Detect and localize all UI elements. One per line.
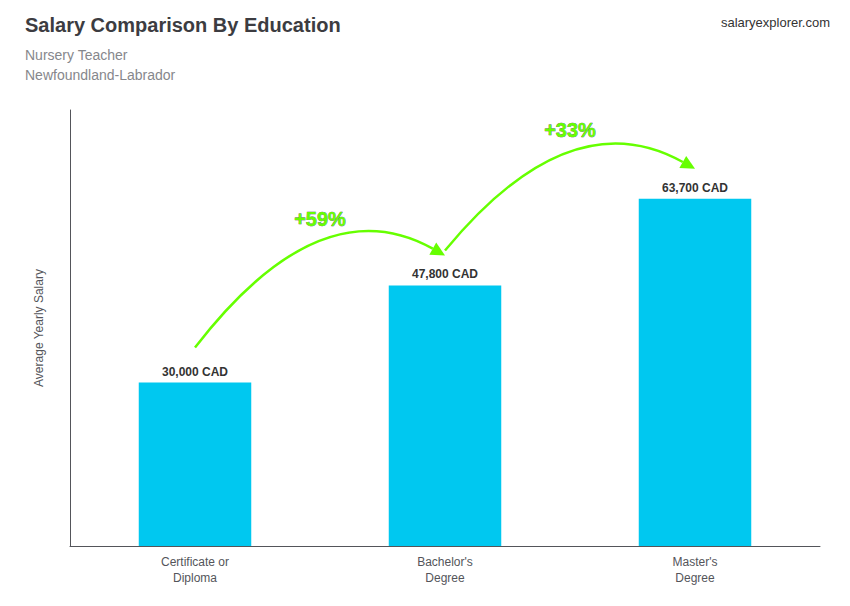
svg-text:Average Yearly Salary: Average Yearly Salary <box>32 269 46 387</box>
svg-text:Master's: Master's <box>673 555 718 569</box>
svg-text:Salary Comparison By Education: Salary Comparison By Education <box>25 14 341 36</box>
svg-text:+59%: +59% <box>294 208 346 230</box>
svg-text:Diploma: Diploma <box>173 571 217 585</box>
svg-text:63,700 CAD: 63,700 CAD <box>662 181 728 195</box>
svg-text:30,000 CAD: 30,000 CAD <box>162 365 228 379</box>
svg-text:Bachelor's: Bachelor's <box>417 555 473 569</box>
svg-text:Newfoundland-Labrador: Newfoundland-Labrador <box>25 67 176 83</box>
svg-text:Degree: Degree <box>675 571 715 585</box>
svg-text:Degree: Degree <box>425 571 465 585</box>
svg-text:Certificate or: Certificate or <box>161 555 229 569</box>
svg-text:Nursery Teacher: Nursery Teacher <box>25 47 128 63</box>
svg-text:salaryexplorer.com: salaryexplorer.com <box>721 15 830 30</box>
svg-text:47,800 CAD: 47,800 CAD <box>412 267 478 281</box>
svg-text:+33%: +33% <box>544 119 596 141</box>
